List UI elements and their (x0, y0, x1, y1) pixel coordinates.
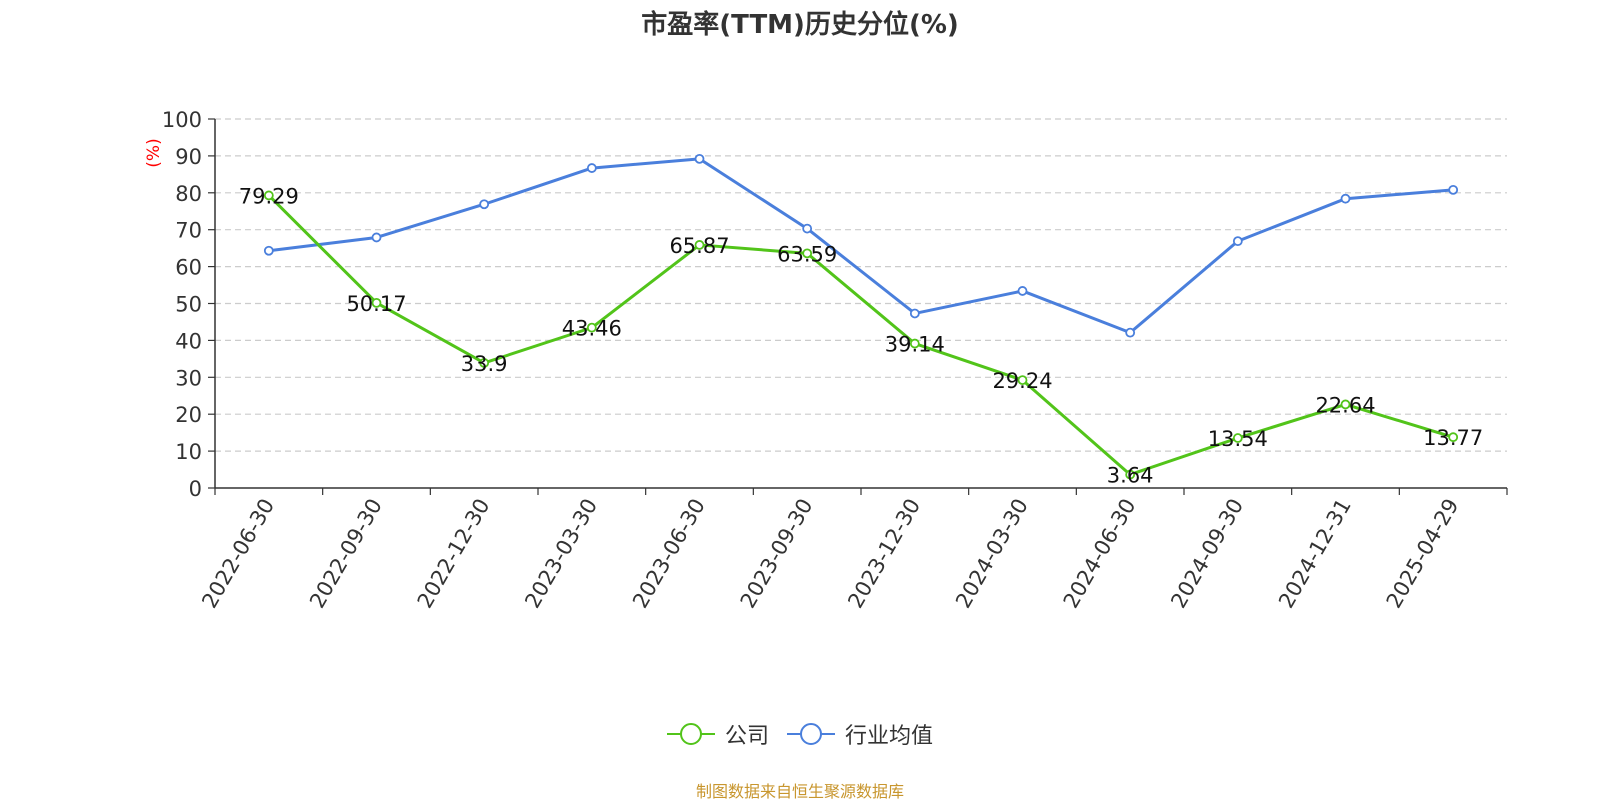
data-point-0 (802, 248, 813, 259)
data-label: 39.14 (885, 333, 945, 357)
data-labels: 79.29 50.17 33.9 43.46 65.87 63.59 39.14 29.24 3… (239, 184, 1483, 487)
data-label: 79.29 (239, 184, 299, 208)
data-point-0 (371, 297, 382, 308)
x-tick-label: 2025-04-29 (1382, 495, 1464, 613)
y-tick-label: 0 (189, 477, 202, 501)
data-point-1 (1232, 236, 1243, 247)
x-tick-label: 2024-06-30 (1059, 495, 1141, 613)
data-label: 33.9 (461, 352, 508, 376)
legend-label-industry: 行业均值 (845, 724, 934, 749)
data-point-1 (802, 223, 813, 234)
data-point-0 (694, 240, 705, 250)
data-point-0 (1125, 469, 1136, 480)
x-tick-label: 2024-09-30 (1166, 495, 1248, 613)
axes: 0 10 20 30 40 50 60 70 80 90 100 (%) 2022-06-30 2022-… (144, 108, 1508, 613)
data-point-0 (1017, 375, 1028, 386)
data-label: 43.46 (562, 317, 622, 341)
data-point-1 (479, 199, 490, 210)
legend-marker-company-icon (666, 723, 715, 745)
x-tick-label: 2023-06-30 (628, 495, 710, 613)
legend: 公司 行业均值 (0, 718, 1600, 750)
x-tick-label: 2022-09-30 (305, 495, 387, 613)
y-tick-label: 100 (162, 108, 202, 132)
legend-item-industry[interactable]: 行业均值 (787, 718, 933, 750)
y-tick-label: 70 (175, 219, 202, 243)
data-point-1 (586, 163, 597, 173)
y-tick-label: 20 (175, 403, 202, 427)
data-point-1 (263, 245, 274, 256)
data-point-1 (1125, 327, 1136, 338)
y-tick-label: 50 (175, 293, 202, 317)
legend-item-company[interactable]: 公司 (666, 718, 769, 750)
data-point-1 (1448, 184, 1459, 195)
chart-title: 市盈率(TTM)历史分位(%) (641, 10, 959, 40)
data-label: 3.64 (1107, 464, 1154, 488)
data-label: 65.87 (669, 234, 729, 258)
x-tick-label: 2023-12-30 (843, 494, 925, 612)
series-line-1 (268, 157, 1454, 335)
y-tick-label: 80 (175, 182, 202, 206)
data-point-1 (694, 153, 705, 164)
grid-lines (215, 118, 1507, 452)
data-point-0 (1232, 433, 1243, 443)
series-lines (263, 153, 1459, 480)
data-label: 63.59 (777, 242, 837, 266)
data-point-0 (479, 358, 490, 368)
data-point-0 (909, 338, 920, 349)
data-label: 13.77 (1423, 426, 1483, 450)
y-tick-label: 40 (175, 329, 202, 353)
data-point-1 (371, 232, 382, 243)
x-tick-label: 2023-03-30 (520, 495, 602, 613)
data-point-1 (1017, 286, 1028, 296)
data-point-0 (586, 322, 597, 333)
x-tick-label: 2024-12-31 (1274, 495, 1356, 613)
data-label: 29.24 (992, 369, 1052, 393)
data-point-1 (909, 308, 920, 319)
series-line-0 (267, 194, 1454, 477)
data-point-0 (1448, 432, 1459, 443)
y-axis-label: (%) (144, 138, 164, 167)
data-label: 22.64 (1315, 393, 1375, 417)
data-point-1 (1340, 193, 1351, 204)
x-tick-label: 2023-09-30 (736, 495, 818, 613)
x-tick-label: 2024-03-30 (951, 495, 1033, 613)
data-point-0 (263, 190, 274, 201)
data-source-note: 制图数据来自恒生聚源数据库 (695, 782, 904, 801)
x-tick-label: 2022-12-30 (413, 494, 495, 612)
y-tick-label: 10 (175, 440, 202, 464)
x-tick-label: 2022-06-30 (197, 495, 279, 613)
data-point-0 (1340, 399, 1351, 410)
data-label: 50.17 (346, 292, 406, 316)
y-tick-label: 90 (175, 145, 202, 169)
y-tick-label: 60 (175, 256, 202, 280)
y-tick-label: 30 (175, 366, 202, 390)
legend-label-company: 公司 (724, 724, 769, 749)
legend-marker-industry-icon (787, 723, 835, 745)
data-label: 13.54 (1208, 427, 1268, 451)
